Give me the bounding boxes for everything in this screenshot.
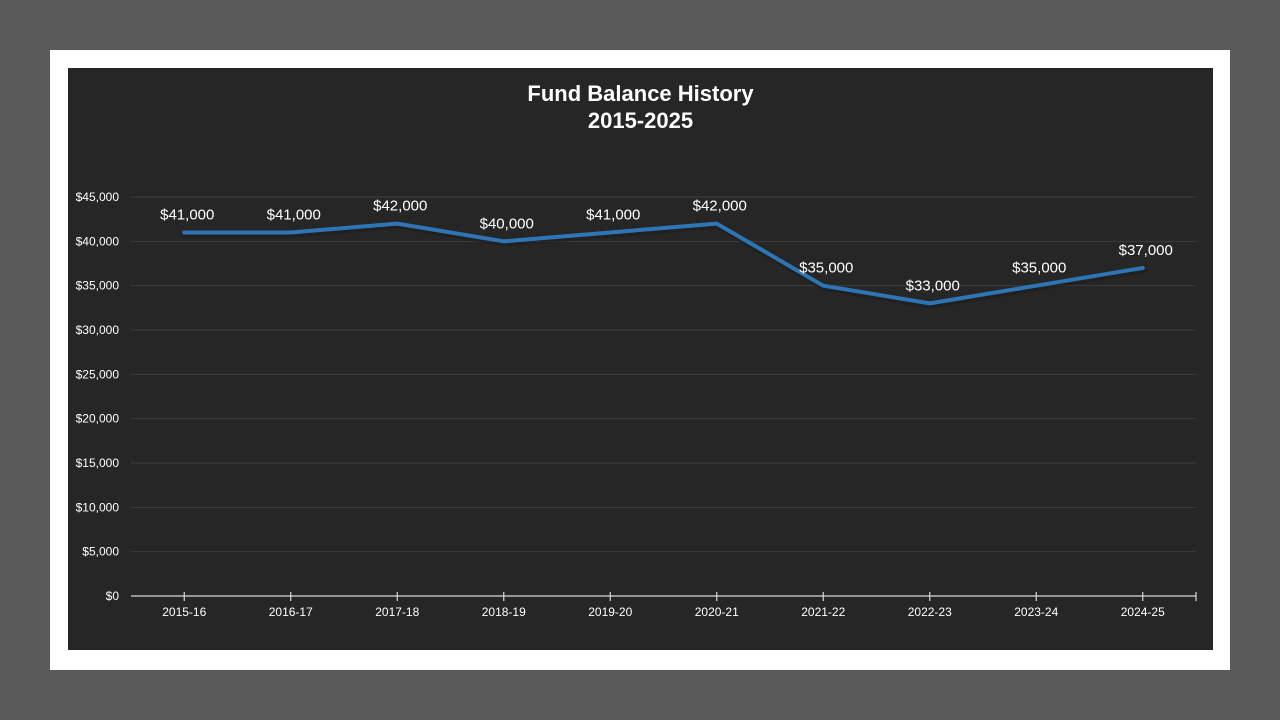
x-tick-label: 2016-17	[269, 605, 313, 619]
x-tick-label: 2015-16	[162, 605, 206, 619]
series-line	[182, 221, 1145, 306]
x-tick-label: 2021-22	[801, 605, 845, 619]
x-tick-label: 2017-18	[375, 605, 419, 619]
data-label: $40,000	[480, 215, 534, 232]
y-tick-label: $15,000	[76, 456, 120, 470]
data-label: $42,000	[693, 198, 747, 215]
data-label: $41,000	[160, 206, 214, 223]
y-tick-label: $20,000	[76, 412, 120, 426]
chart-area: Fund Balance History 2015-2025 $0 $5,000 $…	[68, 68, 1213, 650]
x-tick-label: 2019-20	[588, 605, 632, 619]
chart-title-main: Fund Balance History	[527, 81, 754, 106]
y-tick-label: $30,000	[76, 323, 120, 337]
y-tick-label: $40,000	[76, 234, 120, 248]
data-label: $33,000	[906, 277, 960, 294]
data-label: $37,000	[1119, 242, 1173, 259]
x-tick-label: 2023-24	[1014, 605, 1058, 619]
line-shadow	[182, 222, 1147, 309]
chart-subtitle: 2015-2025	[587, 108, 694, 133]
data-label: $35,000	[799, 260, 853, 277]
data-label: $41,000	[586, 206, 640, 223]
y-tick-label: $25,000	[76, 367, 120, 381]
data-label: $41,000	[267, 206, 321, 223]
data-label: $42,000	[373, 198, 427, 215]
y-tick-label: $10,000	[76, 500, 120, 514]
chart-title: Fund Balance History 2015-2025	[68, 80, 1213, 134]
x-tick-label: 2022-23	[908, 605, 952, 619]
line-plot: $0 $5,000 $10,000 $15,000 $20,000 $25,000 $30,…	[76, 190, 1197, 619]
y-tick-label: $0	[106, 589, 120, 603]
y-tick-label: $5,000	[82, 545, 119, 559]
y-tick-label: $35,000	[76, 279, 120, 293]
data-label: $35,000	[1012, 260, 1066, 277]
x-tick-label: 2024-25	[1121, 605, 1165, 619]
y-tick-label: $45,000	[76, 190, 120, 204]
x-tick-label: 2018-19	[482, 605, 526, 619]
x-tick-label: 2020-21	[695, 605, 739, 619]
